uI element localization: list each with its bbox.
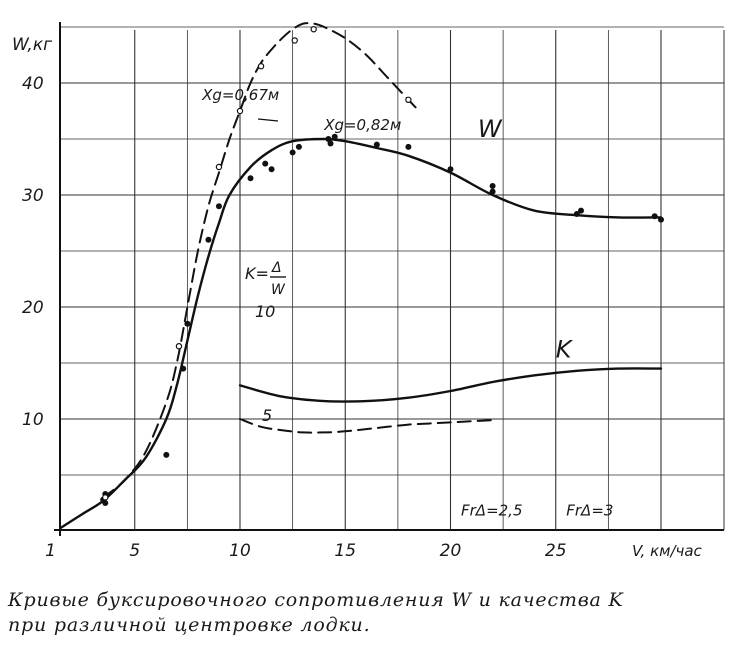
x-tick-label: 25 [545,541,567,561]
y-tick-label: 40 [22,74,44,94]
resistance-chart: 1 5 10 15 20 2510203040510WKXg=0,67мXg=0,82мF… [12,22,725,561]
k-tick-label: 5 [262,406,272,425]
x-tick-label: 20 [440,541,462,561]
data-point [658,216,664,223]
annotation-label: W [478,115,503,143]
x-axis-label: V, км/час [632,542,703,560]
caption-line-2: при различной центровке лодки. [8,614,371,636]
svg-text:K=: K= [245,264,269,283]
data-point [102,500,109,506]
data-point-open [236,107,244,115]
series-layer [59,22,663,529]
k-tick-label: 10 [255,302,275,321]
x-tick-label: 1 [45,541,56,561]
secondary-axis-label: K= Δ W [245,260,286,298]
data-point [651,213,658,220]
data-point [325,136,332,142]
data-point [327,140,334,147]
data-point [578,207,585,214]
y-tick-label: 20 [22,298,44,318]
series-w-curve [59,137,663,529]
caption-line-1: Кривые буксировочного сопротивления W и … [8,589,624,611]
annotation-label: K [556,335,574,363]
data-point-open [215,163,223,171]
svg-text:W: W [271,282,286,298]
data-point-open [102,494,109,501]
data-point [489,183,496,190]
annotation-label: FrΔ=2,5 [461,501,522,519]
data-point [295,143,302,150]
data-point [573,211,580,218]
data-point-open [405,96,412,104]
data-point [447,166,454,173]
y-axis-label: W,кг [12,35,52,55]
annotation-label: Xg=0,67м [201,86,279,104]
labels-layer: 1 5 10 15 20 2510203040510WKXg=0,67мXg=0,82мF… [22,74,613,561]
grid [60,26,724,530]
annotation-label: FrΔ=3 [566,501,613,519]
y-tick-label: 10 [22,410,44,430]
series-k-dashed-curve [239,418,494,434]
svg-text:Δ: Δ [271,260,282,276]
series-k-curve [238,367,663,403]
data-point [180,365,187,372]
data-point [247,175,254,182]
points-layer [100,26,664,506]
data-point [331,133,338,140]
data-point [268,166,275,173]
y-tick-label: 30 [22,186,44,206]
series-w-dashed-curve [102,22,420,499]
data-point [184,320,191,327]
data-point-open [310,26,317,33]
data-point [205,236,212,243]
data-point [373,141,380,148]
axes [54,22,725,536]
figure-caption: Кривые буксировочного сопротивления W и … [8,588,733,638]
data-point [489,188,496,195]
data-point [289,149,296,156]
x-tick-label: 15 [334,541,356,561]
data-point [215,203,222,210]
data-point [262,160,269,167]
x-tick-label: 5 [129,541,140,561]
data-point [163,451,170,458]
annotation-leader [257,118,279,122]
data-point-open [291,37,298,44]
data-point-open [257,62,265,70]
data-point-open [175,343,183,350]
data-point [405,143,412,150]
annotation-label: Xg=0,82м [323,116,401,134]
x-tick-label: 10 [229,541,251,561]
